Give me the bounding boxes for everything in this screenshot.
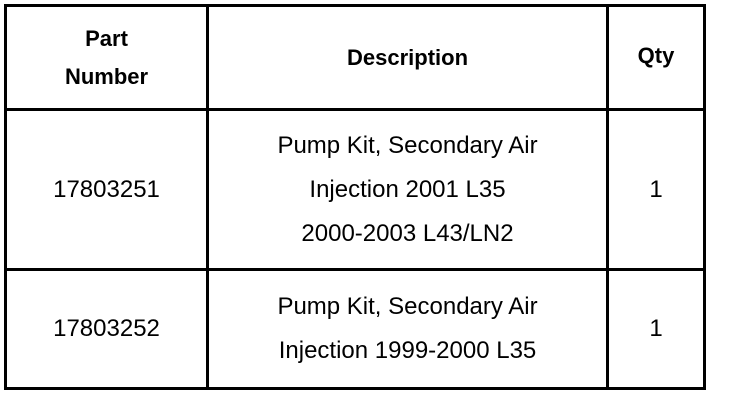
table-cell: 1: [606, 268, 706, 390]
description-line: Pump Kit, Secondary Air: [277, 293, 538, 320]
header-text: Part Number: [64, 25, 149, 89]
header-cell: Description: [206, 4, 609, 111]
table-row: 17803252 Pump Kit, Secondary Air Injection…: [4, 268, 706, 390]
description-line: 2000-2003 L43/LN2: [301, 219, 514, 247]
parts-table: Part Number Description Qty 17803251 Pump…: [4, 4, 706, 390]
table-cell: 17803251: [4, 108, 209, 271]
header-row: Part Number Description Qty: [4, 4, 706, 111]
header-cell: Qty: [606, 4, 706, 111]
table-row: 17803251 Pump Kit, Secondary Air Injection…: [4, 108, 706, 271]
description-line: Pump Kit, Secondary Air: [277, 131, 538, 159]
description-line: Injection 1999-2000 L35: [278, 337, 537, 364]
table-cell: Pump Kit, Secondary Air Injection 2001 L3…: [206, 108, 609, 271]
table-cell: Pump Kit, Secondary Air Injection 1999-20…: [206, 268, 609, 390]
table-cell: 17803252: [4, 268, 209, 390]
header-cell: Part Number: [4, 4, 209, 111]
table-cell: 1: [606, 108, 706, 271]
description-line: Injection 2001 L35: [309, 175, 506, 203]
